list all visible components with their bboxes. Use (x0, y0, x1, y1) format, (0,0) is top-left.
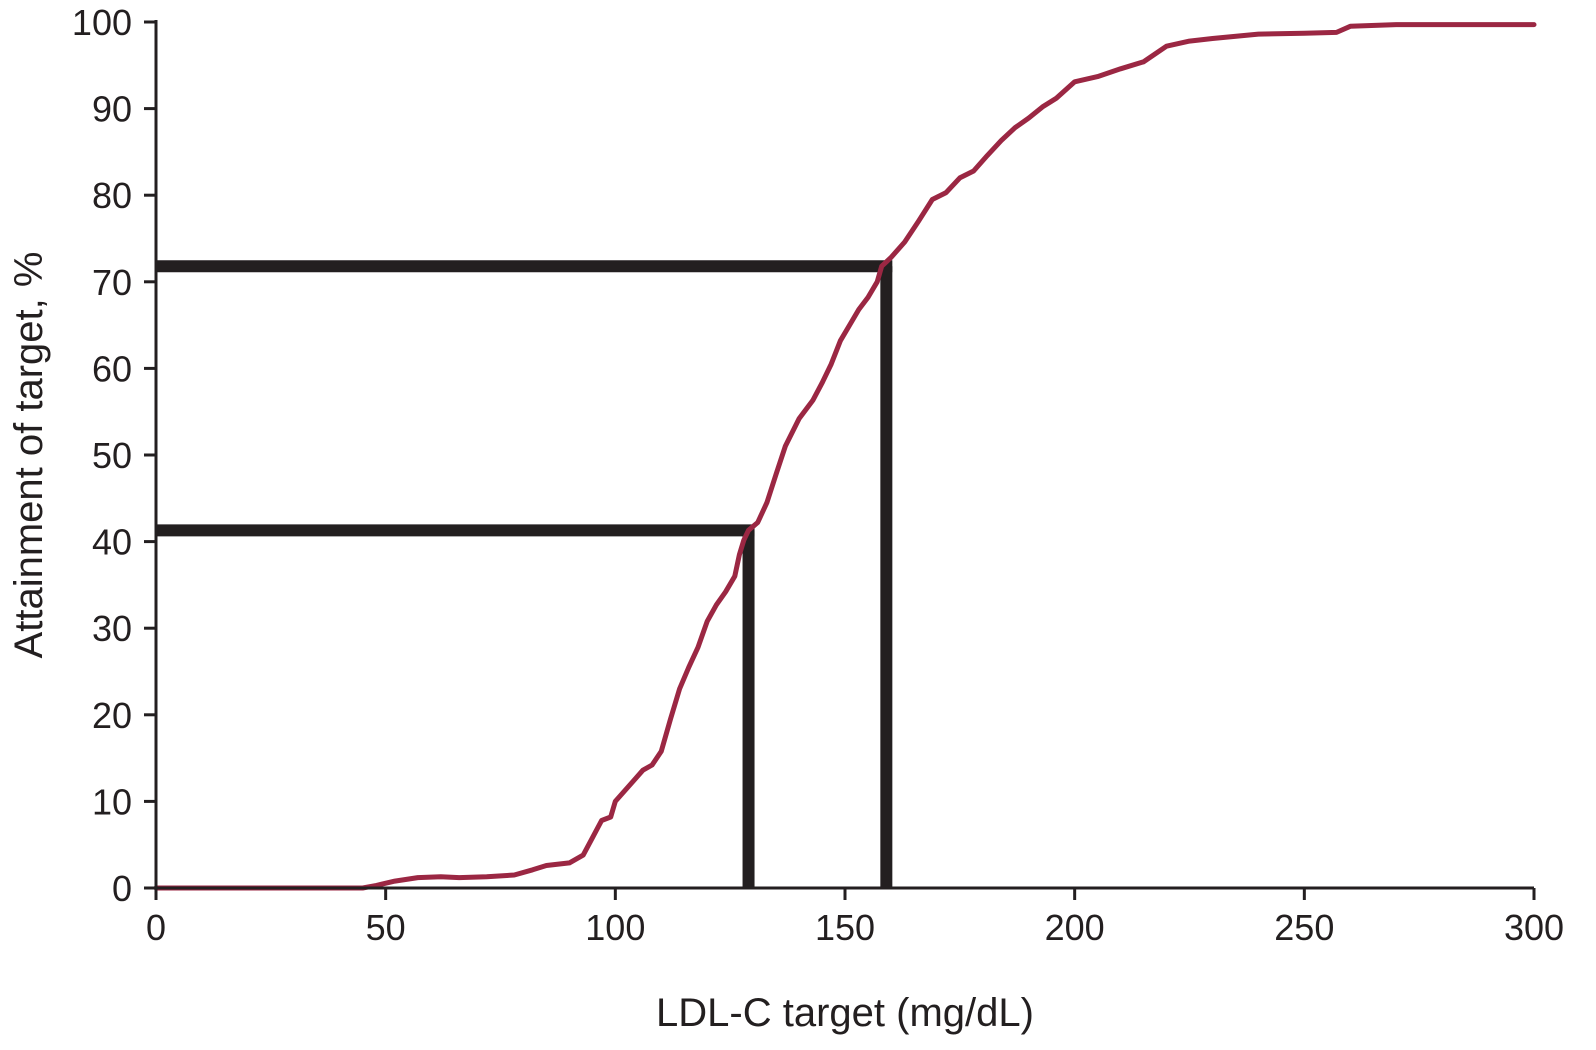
x-tick-label: 200 (1045, 907, 1105, 948)
y-tick-label: 50 (92, 435, 132, 476)
reference-lines (156, 260, 893, 888)
x-tick-label: 300 (1504, 907, 1564, 948)
x-tick-label: 100 (585, 907, 645, 948)
y-tick-label: 10 (92, 781, 132, 822)
series-layer (153, 22, 1537, 891)
y-tick-label: 60 (92, 348, 132, 389)
y-tick-label: 30 (92, 608, 132, 649)
attainment-curve (153, 22, 1537, 891)
x-tick-label: 50 (366, 907, 406, 948)
y-tick-label: 90 (92, 89, 132, 130)
y-axis-title: Attainment of target, % (7, 252, 51, 659)
y-tick-label: 40 (92, 522, 132, 563)
y-tick-label: 80 (92, 175, 132, 216)
y-tick-label: 100 (72, 2, 132, 43)
axes (154, 20, 1534, 890)
y-tick-label: 0 (112, 868, 132, 909)
y-tick-label: 70 (92, 262, 132, 303)
x-tick-label: 250 (1274, 907, 1334, 948)
ticks: 0 50 100 150 200 250 300 0 10 20 30 40 50 60 70 80 90 100 (72, 2, 1564, 948)
y-tick-label: 20 (92, 695, 132, 736)
x-tick-label: 0 (146, 907, 166, 948)
x-tick-label: 150 (815, 907, 875, 948)
x-axis-title: LDL-C target (mg/dL) (656, 991, 1034, 1035)
